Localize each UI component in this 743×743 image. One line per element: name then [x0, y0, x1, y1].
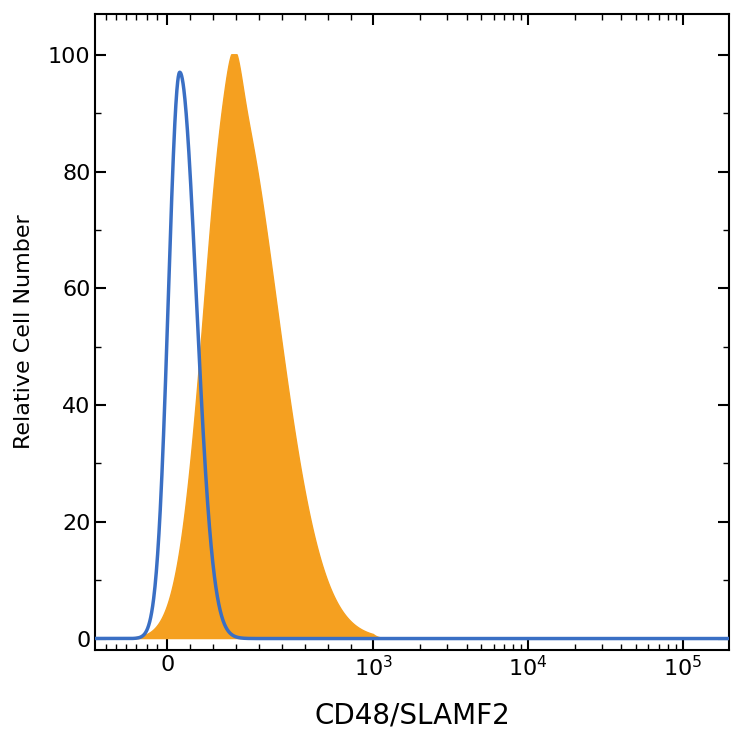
X-axis label: CD48/SLAMF2: CD48/SLAMF2	[314, 701, 510, 729]
Y-axis label: Relative Cell Number: Relative Cell Number	[14, 215, 34, 450]
